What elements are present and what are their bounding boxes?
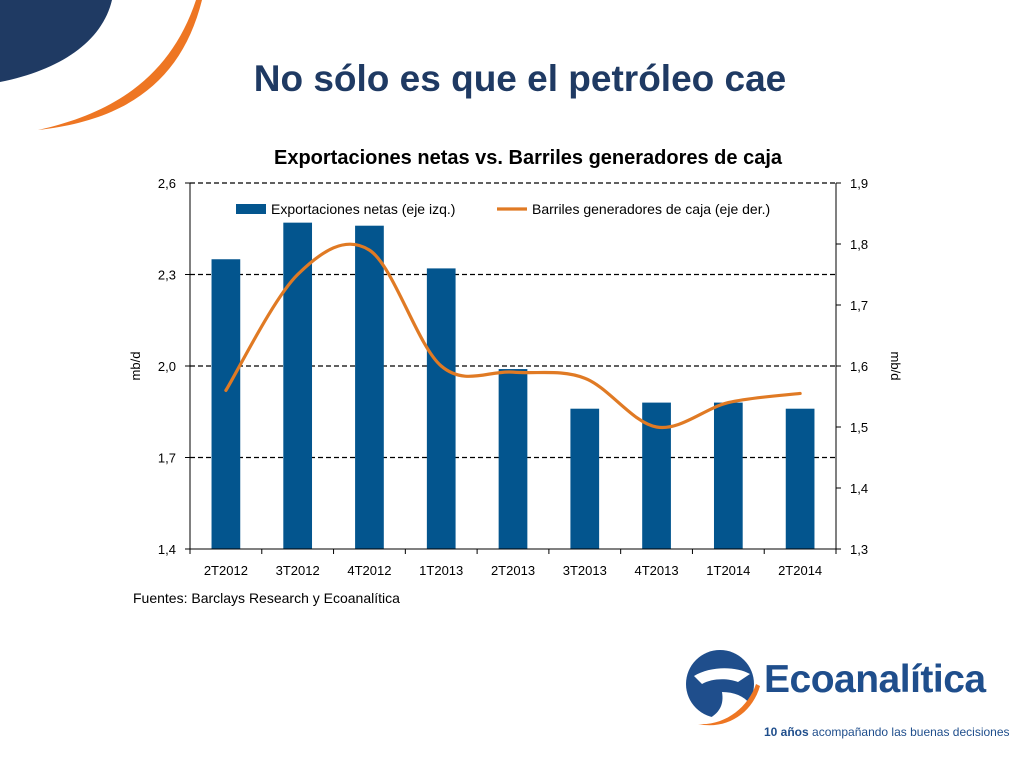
x-tick-label: 2T2013	[491, 563, 535, 578]
x-tick-label: 2T2014	[778, 563, 822, 578]
bar-series	[211, 222, 815, 549]
chart-title: Exportaciones netas vs. Barriles generad…	[274, 147, 783, 169]
x-tick-label: 3T2012	[276, 563, 320, 578]
logo-tagline: 10 años acompañando las buenas decisione…	[764, 725, 1010, 739]
legend-bar-swatch	[236, 204, 266, 214]
y2-tick-label: 1,5	[850, 420, 868, 435]
left-y-ticks: 1,4 1,7 2,0 2,3 2,6	[158, 176, 190, 557]
tagline-rest: acompañando las buenas decisiones	[808, 725, 1010, 739]
x-tick-label: 4T2012	[347, 563, 391, 578]
bar-3T2013	[570, 408, 600, 549]
legend: Exportaciones netas (eje izq.) Barriles …	[236, 201, 770, 217]
bar-2T2012	[211, 259, 241, 549]
bar-2T2014	[785, 408, 815, 549]
x-tick-label: 1T2014	[706, 563, 750, 578]
slide-title: No sólo es que el petróleo cae	[253, 58, 787, 99]
y2-axis-label: mb/d	[888, 352, 903, 381]
y2-tick-label: 1,8	[850, 237, 868, 252]
y-tick-label: 2,0	[158, 359, 176, 374]
x-tick-label: 3T2013	[563, 563, 607, 578]
corner-orange-swoosh	[38, 0, 202, 130]
corner-decoration	[0, 0, 202, 130]
bar-2T2013	[498, 369, 528, 549]
x-tick-label: 2T2012	[204, 563, 248, 578]
bar-1T2013	[426, 268, 456, 549]
source-note: Fuentes: Barclays Research y Ecoanalític…	[133, 590, 400, 606]
y2-tick-label: 1,7	[850, 298, 868, 313]
y-tick-label: 2,3	[158, 268, 176, 283]
ecoanalitica-logo: Ecoanalítica 10 años acompañando las bue…	[680, 640, 1010, 750]
logo-name: Ecoanalítica	[764, 658, 986, 701]
bar-1T2014	[713, 402, 743, 549]
right-y-ticks: 1,3 1,4 1,5 1,6 1,7 1,8 1,9	[836, 176, 868, 557]
y-tick-label: 1,7	[158, 451, 176, 466]
legend-line-label: Barriles generadores de caja (eje der.)	[532, 201, 770, 217]
x-tick-label: 1T2013	[419, 563, 463, 578]
x-ticks: 2T2012 3T2012 4T2012 1T2013 2T2013 3T2013 4T20…	[204, 563, 822, 578]
corner-navy-shape	[0, 0, 112, 82]
y2-tick-label: 1,6	[850, 359, 868, 374]
y-axis-label: mb/d	[128, 352, 143, 381]
line-series	[224, 242, 802, 430]
y2-tick-label: 1,4	[850, 481, 868, 496]
y2-tick-label: 1,9	[850, 176, 868, 191]
bar-4T2012	[355, 225, 384, 549]
x-tick-label: 4T2013	[635, 563, 679, 578]
y-tick-label: 1,4	[158, 542, 176, 557]
tagline-bold: 10 años	[764, 725, 809, 739]
bar-3T2012	[283, 222, 313, 549]
y-tick-label: 2,6	[158, 176, 176, 191]
y2-tick-label: 1,3	[850, 542, 868, 557]
legend-bar-label: Exportaciones netas (eje izq.)	[271, 201, 455, 217]
logo-mark-icon	[686, 650, 760, 726]
